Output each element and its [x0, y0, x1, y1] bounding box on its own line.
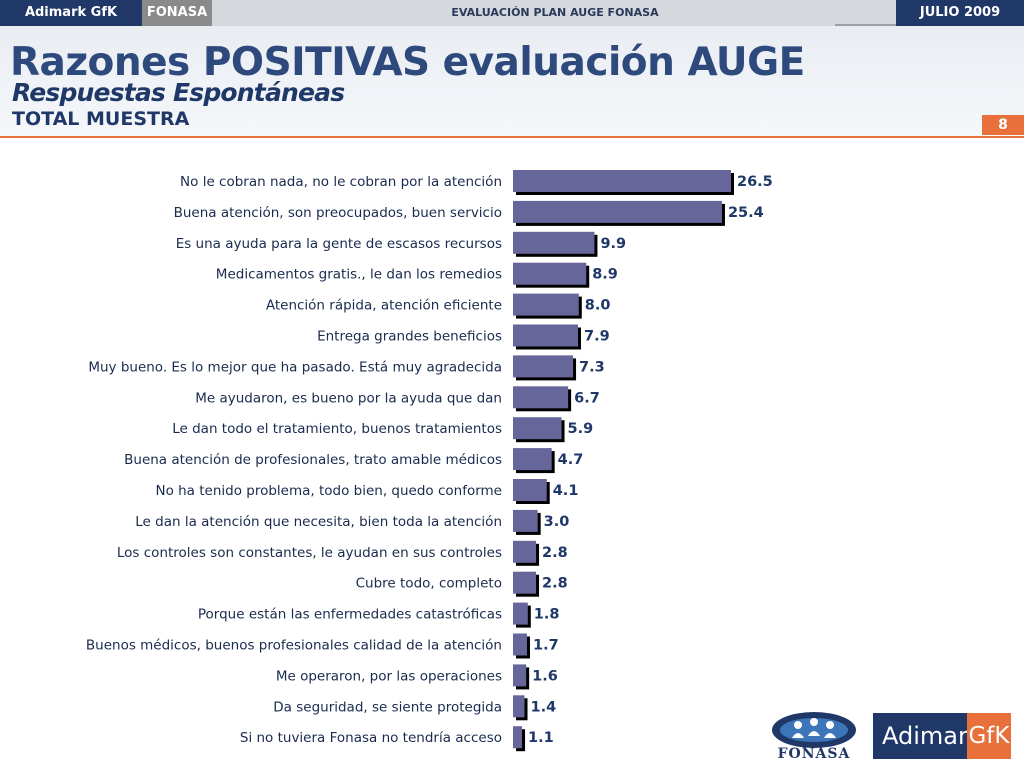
category-label: No ha tenido problema, todo bien, quedo … — [155, 483, 502, 499]
slide-header: Razones POSITIVAS evaluación AUGE Respue… — [0, 26, 1024, 138]
bar — [513, 571, 537, 594]
value-label: 26.5 — [737, 174, 773, 190]
category-label: No le cobran nada, no le cobran por la a… — [180, 174, 502, 190]
bar — [513, 386, 569, 409]
category-label: Es una ayuda para la gente de escasos re… — [176, 236, 502, 252]
bar — [513, 324, 578, 347]
value-label: 1.4 — [531, 699, 557, 715]
value-label: 1.1 — [528, 730, 554, 746]
category-label: Le dan todo el tratamiento, buenos trata… — [172, 421, 502, 437]
category-label: Porque están las enfermedades catastrófi… — [198, 607, 502, 623]
value-label: 5.9 — [568, 421, 594, 437]
top-bar: Adimark GfK FONASA EVALUACIÓN PLAN AUGE … — [0, 0, 1024, 26]
category-label: Buena atención de profesionales, trato a… — [124, 452, 502, 468]
category-label: Me operaron, por las operaciones — [276, 668, 502, 684]
value-label: 7.9 — [584, 329, 610, 345]
category-label: Buenos médicos, buenos profesionales cal… — [86, 638, 502, 654]
bar — [513, 540, 537, 563]
value-label: 9.9 — [600, 236, 626, 252]
bar — [513, 231, 595, 254]
category-label: Entrega grandes beneficios — [317, 329, 502, 345]
date-tag: JULIO 2009 — [896, 0, 1024, 26]
fonasa-logo-text: FONASA — [777, 746, 851, 762]
slide-title: Razones POSITIVAS evaluación AUGE — [10, 40, 805, 85]
value-label: 4.7 — [558, 452, 584, 468]
client-tag: FONASA — [142, 0, 212, 26]
bar — [513, 509, 538, 532]
adimark-logo: Adimark GfK — [873, 713, 1011, 759]
value-label: 1.7 — [533, 638, 559, 654]
bar — [513, 633, 527, 656]
brand-tag: Adimark GfK — [0, 0, 142, 26]
divider — [835, 24, 897, 26]
category-label: Atención rápida, atención eficiente — [266, 298, 502, 314]
value-label: 2.8 — [542, 576, 568, 592]
category-label: Si no tuviera Fonasa no tendría acceso — [240, 730, 502, 746]
bar-chart-svg: No le cobran nada, no le cobran por la a… — [86, 170, 773, 752]
value-label: 4.1 — [553, 483, 579, 499]
bar — [513, 448, 552, 471]
category-label: Buena atención, son preocupados, buen se… — [174, 205, 502, 221]
value-label: 1.8 — [534, 607, 560, 623]
value-label: 6.7 — [574, 390, 600, 406]
adimark-logo-text: Adimark — [882, 722, 982, 750]
bar — [513, 293, 579, 316]
value-label: 2.8 — [542, 545, 568, 561]
category-label: Da seguridad, se siente protegida — [273, 699, 502, 715]
study-title: EVALUACIÓN PLAN AUGE FONASA — [451, 6, 659, 19]
bar — [513, 417, 562, 440]
bar — [513, 355, 574, 378]
category-label: Le dan la atención que necesita, bien to… — [135, 514, 502, 530]
bar — [513, 479, 547, 501]
fonasa-logo-icon — [772, 712, 856, 748]
value-label: 8.0 — [585, 298, 611, 314]
value-label: 3.0 — [544, 514, 570, 530]
category-label: Me ayudaron, es bueno por la ayuda que d… — [195, 390, 502, 406]
bar — [513, 695, 525, 718]
sample-label: TOTAL MUESTRA — [12, 108, 190, 130]
bar — [513, 170, 731, 192]
category-label: Los controles son constantes, le ayudan … — [117, 545, 502, 561]
bar — [513, 726, 523, 749]
bar-chart: No le cobran nada, no le cobran por la a… — [0, 140, 1024, 768]
slide-subtitle: Respuestas Espontáneas — [12, 78, 345, 107]
category-label: Cubre todo, completo — [356, 576, 502, 592]
bar — [513, 200, 722, 223]
value-label: 1.6 — [532, 668, 558, 684]
gfk-logo-text: GfK — [967, 713, 1011, 759]
bar — [513, 602, 528, 625]
value-label: 7.3 — [579, 359, 605, 375]
page-number: 8 — [982, 115, 1024, 135]
bar — [513, 664, 527, 687]
value-label: 25.4 — [728, 205, 764, 221]
bar — [513, 262, 587, 285]
category-label: Medicamentos gratis., le dan los remedio… — [216, 267, 502, 283]
category-label: Muy bueno. Es lo mejor que ha pasado. Es… — [88, 359, 502, 375]
value-label: 8.9 — [592, 267, 618, 283]
